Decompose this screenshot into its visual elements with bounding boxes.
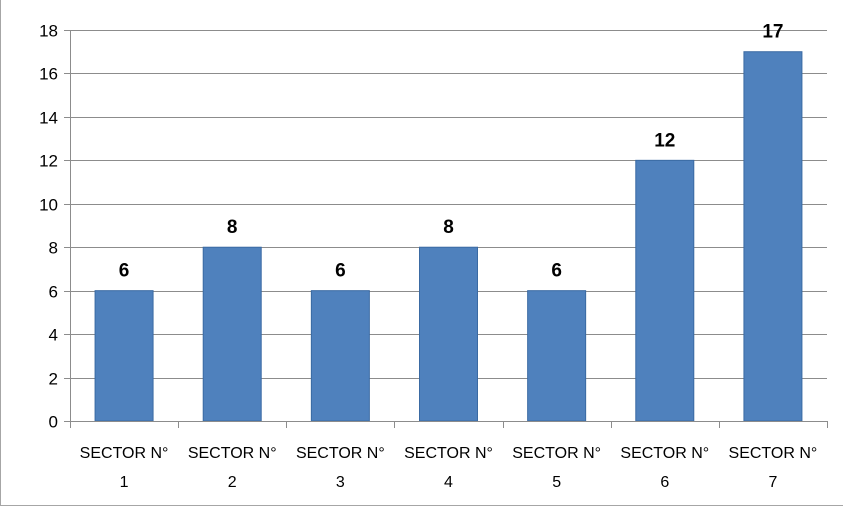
x-tick-label-line2: 3	[336, 474, 345, 491]
data-label: 8	[227, 217, 238, 238]
x-tick-label-line2: 1	[120, 474, 129, 491]
data-label: 6	[119, 261, 130, 282]
y-tick-label: 16	[39, 65, 58, 84]
bar-sector-6	[635, 159, 695, 422]
data-label: 6	[335, 261, 346, 282]
data-label: 17	[762, 22, 783, 43]
x-tick-label-line1: SECTOR N°	[512, 445, 601, 462]
bar-sector-5	[527, 290, 587, 422]
data-label: 12	[654, 130, 675, 151]
data-label: 6	[551, 261, 562, 282]
axes	[64, 30, 828, 428]
bar-sector-7	[743, 51, 803, 422]
gridlines	[70, 30, 827, 379]
x-tick-label-line2: 6	[660, 474, 669, 491]
x-tick-label-line2: 7	[768, 474, 777, 491]
bar-sector-4	[419, 246, 478, 422]
x-tick-label-line2: 2	[228, 474, 237, 491]
y-tick-label: 4	[49, 326, 58, 345]
y-tick-label: 12	[39, 152, 58, 171]
y-tick-label: 14	[39, 109, 58, 128]
y-tick-label: 10	[39, 196, 58, 215]
bars	[94, 51, 803, 422]
y-tick-label: 6	[49, 283, 58, 302]
bar-sector-1	[94, 290, 154, 422]
x-tick-label-line1: SECTOR N°	[404, 445, 493, 462]
y-tick-label: 0	[49, 413, 58, 432]
x-tick-label-line1: SECTOR N°	[620, 445, 709, 462]
y-tick-label: 2	[49, 370, 58, 389]
bar-sector-2	[202, 246, 262, 422]
x-tick-label-line2: 5	[552, 474, 561, 491]
x-tick-label-line1: SECTOR N°	[729, 445, 818, 462]
x-tick-label-line1: SECTOR N°	[296, 445, 385, 462]
y-tick-label: 8	[49, 239, 58, 258]
x-tick-label-line1: SECTOR N°	[188, 445, 277, 462]
data-label: 8	[443, 217, 454, 238]
x-tick-label-line2: 4	[444, 474, 453, 491]
y-tick-label: 18	[39, 22, 58, 41]
x-tick-label-line1: SECTOR N°	[80, 445, 169, 462]
bar-sector-3	[310, 290, 370, 422]
